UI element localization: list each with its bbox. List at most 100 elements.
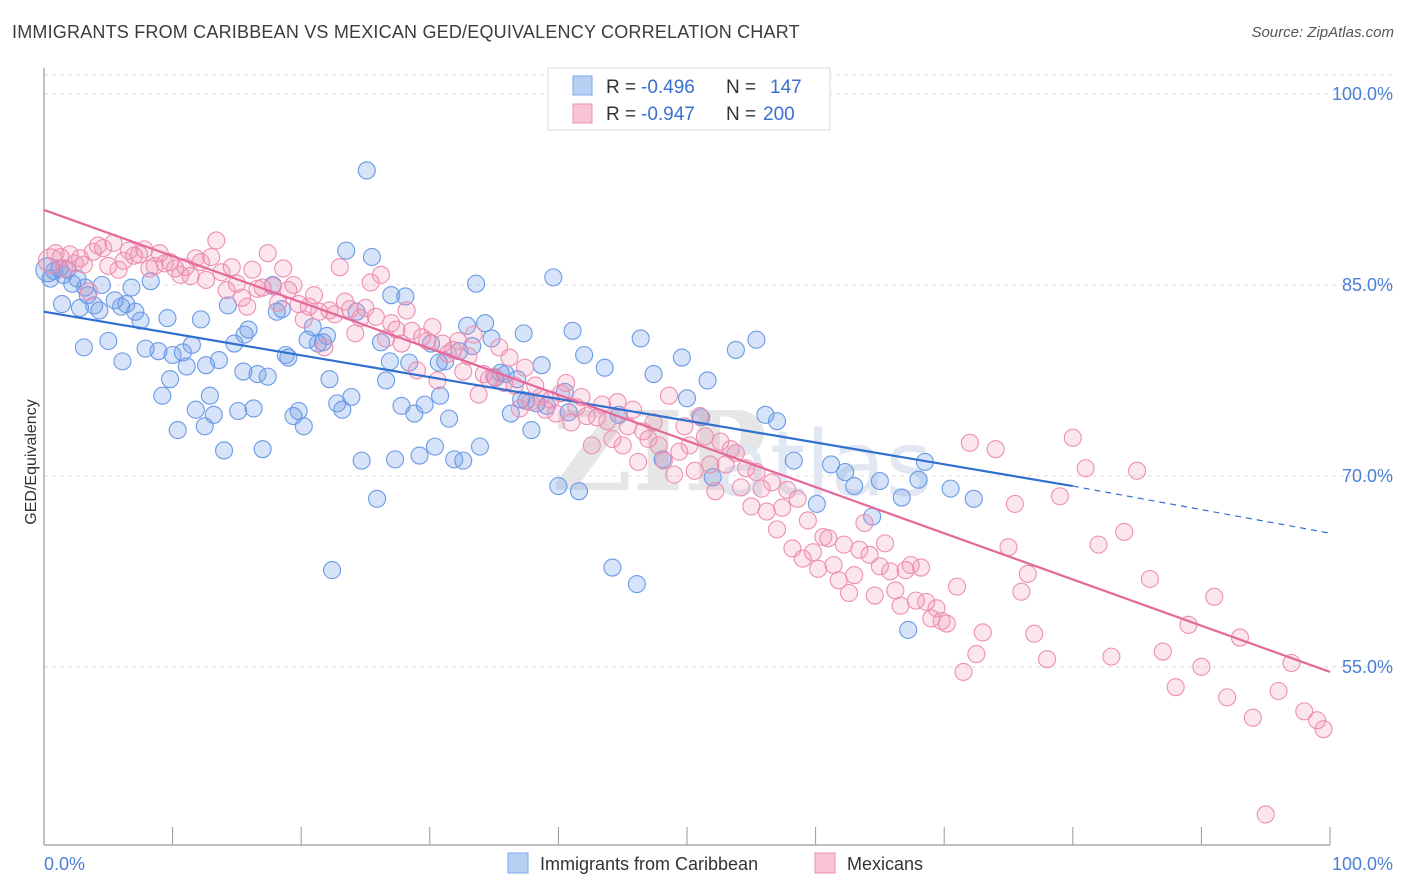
source-label: Source: ZipAtlas.com (1251, 24, 1394, 41)
stats-n-value-2: 200 (763, 104, 795, 125)
point-mexican (896, 561, 915, 580)
point-caribbean (726, 340, 745, 359)
point-mexican (809, 559, 828, 578)
point-caribbean (244, 399, 263, 418)
point-caribbean (821, 455, 841, 474)
x-tick-max: 100.0% (1332, 854, 1393, 874)
bottom-legend: Immigrants from Caribbean Mexicans (507, 852, 923, 874)
point-mexican (967, 645, 986, 664)
point-mexican (88, 236, 108, 255)
point-mexican (834, 535, 853, 554)
point-mexican (986, 440, 1005, 459)
point-mexican (1038, 650, 1057, 669)
point-mexican (752, 479, 771, 498)
point-mexican (1076, 459, 1095, 478)
point-mexican (464, 325, 483, 344)
point-mexican (79, 282, 99, 301)
point-mexican (1295, 702, 1314, 721)
point-mexican (850, 540, 869, 559)
legend-swatch-caribbean (507, 852, 529, 874)
point-caribbean (258, 367, 277, 386)
point-caribbean (126, 302, 145, 321)
point-caribbean (85, 296, 104, 315)
point-caribbean (909, 470, 928, 489)
point-caribbean (204, 405, 223, 424)
point-caribbean (431, 386, 450, 405)
point-mexican (762, 473, 781, 492)
tick-labels: 0.0% 100.0% 55.0% 70.0% 85.0% 100.0% (44, 84, 1393, 874)
point-mexican (886, 581, 905, 600)
point-mexican (222, 258, 241, 277)
point-caribbean (158, 309, 177, 328)
point-mexican (608, 393, 627, 412)
point-caribbean (368, 489, 387, 508)
point-mexican (659, 386, 679, 405)
point-mexican (212, 263, 231, 282)
point-mexican (1153, 642, 1172, 661)
point-mexican (824, 555, 843, 575)
point-caribbean (160, 370, 180, 389)
point-caribbean (501, 404, 520, 423)
point-mexican (60, 245, 79, 264)
point-caribbean (112, 297, 131, 316)
point-mexican (515, 358, 535, 377)
point-caribbean (90, 301, 109, 320)
stats-r-label-2: R = (606, 104, 636, 125)
point-mexican (1128, 461, 1147, 480)
stats-legend: R = -0.496 N = 147 R = -0.947 N = 200 (547, 67, 831, 131)
point-caribbean (627, 575, 646, 594)
point-mexican (1102, 647, 1121, 666)
point-mexican (1025, 624, 1044, 643)
point-caribbean (214, 441, 234, 460)
point-mexican (74, 255, 93, 274)
chart-title: IMMIGRANTS FROM CARIBBEAN VS MEXICAN GED… (12, 22, 800, 42)
point-mexican (202, 247, 221, 267)
point-mexican (217, 281, 236, 300)
point-caribbean (677, 389, 697, 408)
point-caribbean (595, 358, 614, 377)
point-mexican (94, 239, 113, 258)
stats-r-value-2: -0.947 (641, 104, 695, 125)
point-mexican (912, 558, 931, 577)
point-mexican (845, 566, 864, 585)
point-mexican (865, 586, 884, 605)
point-mexican (891, 596, 910, 615)
point-caribbean (235, 325, 254, 344)
point-mexican (1314, 720, 1333, 739)
point-mexican (366, 307, 385, 326)
point-mexican (196, 270, 216, 289)
point-caribbean (294, 417, 313, 436)
point-caribbean (644, 365, 663, 384)
point-caribbean (458, 316, 477, 335)
point-caribbean (756, 405, 775, 424)
point-caribbean (549, 477, 568, 496)
point-caribbean (99, 331, 118, 351)
point-caribbean (362, 247, 381, 267)
point-mexican (954, 662, 973, 681)
point-mexican (870, 557, 889, 576)
point-mexican (654, 451, 673, 470)
point-mexican (665, 465, 684, 484)
point-caribbean (807, 494, 826, 513)
point-caribbean (333, 400, 352, 419)
point-caribbean (522, 421, 541, 440)
point-caribbean (218, 296, 237, 315)
y-tick-label: 85.0% (1342, 275, 1393, 295)
point-mexican (1005, 494, 1024, 513)
point-caribbean (342, 387, 361, 407)
point-caribbean (941, 479, 960, 498)
point-caribbean (153, 386, 172, 405)
point-mexican (767, 520, 787, 539)
point-mexican (315, 338, 334, 357)
point-caribbean (410, 446, 429, 465)
point-mexican (701, 455, 720, 474)
point-caribbean (52, 295, 72, 314)
x-tick-min: 0.0% (44, 854, 85, 874)
point-mexican (1018, 564, 1037, 583)
point-mexican (238, 297, 257, 316)
point-mexican (1256, 805, 1275, 824)
point-mexican (546, 404, 565, 423)
series-mexicans (37, 231, 1333, 824)
point-caribbean (445, 450, 464, 469)
point-mexican (109, 260, 128, 279)
